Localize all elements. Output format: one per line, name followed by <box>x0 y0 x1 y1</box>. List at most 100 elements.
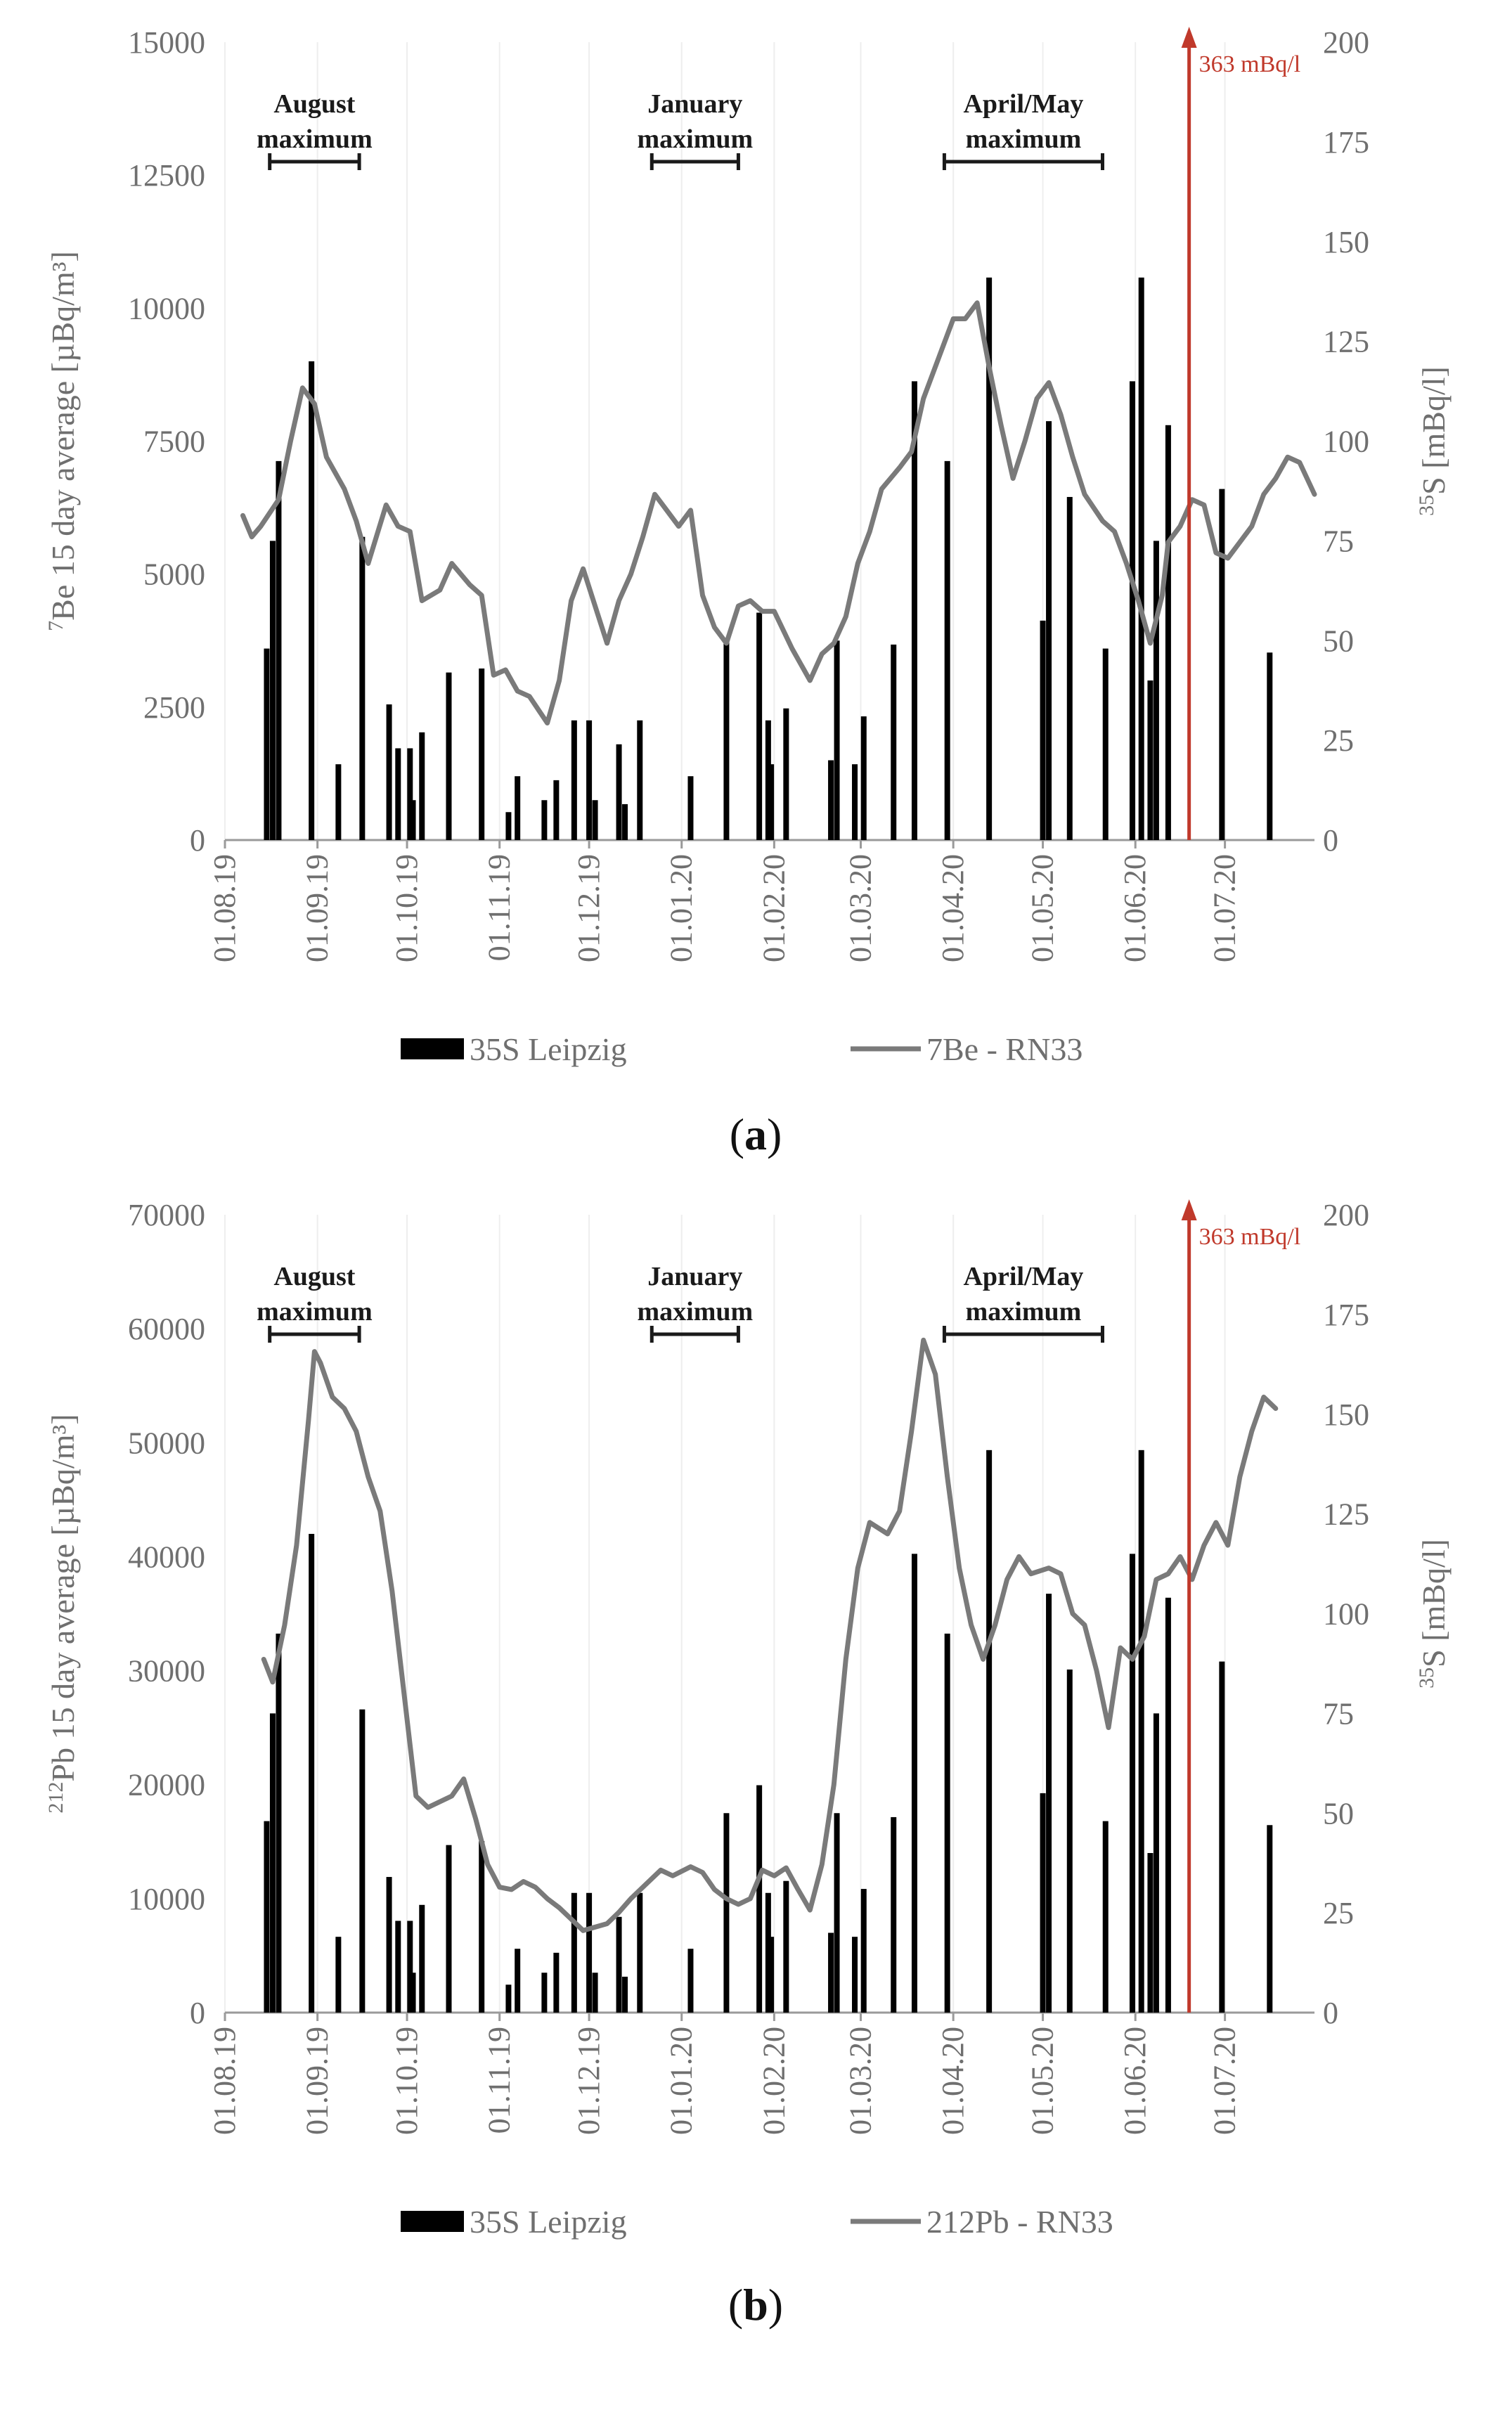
bar-35s <box>828 1932 834 2013</box>
right-tick-label: 75 <box>1323 524 1354 558</box>
x-tick-label: 01.12.19 <box>571 854 606 962</box>
x-tick-label: 01.01.20 <box>664 2027 699 2135</box>
left-tick-label: 7500 <box>143 425 205 459</box>
bar-35s <box>765 1892 771 2013</box>
legend-label-bars: 35S Leipzig <box>470 1031 627 1067</box>
right-axis-title: 35S [mBq/l] <box>1415 1539 1452 1689</box>
right-tick-label: 125 <box>1323 1497 1369 1532</box>
x-tick-label: 01.08.19 <box>207 2027 242 2135</box>
bar-35s <box>768 1937 775 2013</box>
right-axis-title: 35S [mBq/l] <box>1415 366 1452 516</box>
bar-35s <box>419 1904 425 2013</box>
bar-35s <box>571 720 577 840</box>
left-tick-label: 70000 <box>128 1198 205 1232</box>
x-tick-label: 01.05.20 <box>1026 854 1060 962</box>
bar-35s <box>756 612 763 840</box>
annotation-title: January <box>647 1262 742 1291</box>
bar-35s <box>269 1713 276 2013</box>
bar-35s <box>860 716 867 840</box>
panel-label: (a) <box>730 1109 782 1159</box>
bar-35s <box>1066 1669 1073 2013</box>
bar-35s <box>891 644 897 840</box>
bar-35s <box>637 1892 643 2013</box>
left-axis-title: 7Be 15 day average [µBq/m³] <box>44 251 82 631</box>
left-tick-label: 60000 <box>128 1312 205 1346</box>
legend-swatch-bar <box>401 2211 464 2232</box>
left-tick-label: 10000 <box>128 291 205 325</box>
left-tick-label: 0 <box>190 823 205 858</box>
left-tick-label: 40000 <box>128 1540 205 1574</box>
x-tick-label: 01.07.20 <box>1208 854 1242 962</box>
bar-35s <box>479 1840 485 2013</box>
bar-35s <box>834 1813 840 2013</box>
bar-35s <box>264 1821 270 2013</box>
x-tick-label: 01.04.20 <box>936 854 970 962</box>
bar-35s <box>586 1892 593 2013</box>
bar-35s <box>1040 620 1046 840</box>
x-tick-label: 01.08.19 <box>207 854 242 962</box>
chart-panel-b: 0 10000 20000 30000 40000 50000 60000 70000 0 25 5… <box>44 1198 1452 2330</box>
panel-label-letter: a <box>744 1109 767 1159</box>
bar-35s <box>756 1785 763 2013</box>
annotation-subtitle: maximum <box>966 124 1082 154</box>
bar-35s <box>541 1973 548 2013</box>
panel-label-open: ( <box>728 2280 743 2330</box>
bar-35s <box>860 1889 867 2013</box>
bar-35s <box>944 1633 950 2013</box>
bar-35s <box>616 1916 622 2013</box>
bar-35s <box>765 720 771 840</box>
legend: 35S Leipzig 212Pb - RN33 <box>401 2204 1113 2240</box>
bar-35s <box>723 640 730 840</box>
bar-35s <box>1165 425 1171 840</box>
x-tick-label: 01.03.20 <box>844 854 878 962</box>
annotation-subtitle: maximum <box>638 124 754 154</box>
bar-35s <box>479 668 485 840</box>
right-tick-label: 150 <box>1323 225 1369 259</box>
right-axis-title-text: S [mBq/l] <box>1416 1539 1452 1667</box>
x-tick-label: 01.04.20 <box>936 2027 970 2135</box>
bar-35s <box>592 1973 598 2013</box>
bar-35s <box>553 1952 560 2013</box>
bar-35s <box>891 1816 897 2013</box>
bar-35s <box>309 1534 315 2013</box>
bar-35s <box>1046 421 1052 840</box>
panel-label: (b) <box>728 2280 783 2330</box>
bar-35s <box>986 277 993 840</box>
bar-35s <box>1267 652 1273 840</box>
bar-35s <box>407 1921 413 2013</box>
bar-35s <box>1219 489 1225 840</box>
bar-35s <box>395 748 401 840</box>
bar-35s <box>1138 1450 1144 2013</box>
x-tick-label: 01.09.19 <box>300 854 335 962</box>
bar-35s <box>395 1921 401 2013</box>
bar-35s <box>637 720 643 840</box>
bar-35s <box>783 708 789 840</box>
right-tick-label: 0 <box>1323 1996 1338 2030</box>
x-tick-label: 01.03.20 <box>844 2027 878 2135</box>
annotation-title: January <box>647 89 742 119</box>
bar-35s <box>622 803 628 840</box>
right-tick-label: 25 <box>1323 1896 1354 1930</box>
bar-35s <box>553 780 560 840</box>
bar-35s <box>783 1880 789 2013</box>
right-tick-label: 100 <box>1323 1597 1369 1632</box>
bar-35s <box>505 1984 512 2013</box>
left-tick-label: 10000 <box>128 1882 205 1916</box>
legend-swatch-bar <box>401 1038 464 1059</box>
outlier-arrow-head <box>1181 1199 1197 1220</box>
x-tick-label: 01.07.20 <box>1208 2027 1242 2135</box>
bar-35s <box>592 800 598 840</box>
bar-35s <box>386 1877 392 2013</box>
x-tick-label: 01.05.20 <box>1026 2027 1060 2135</box>
bar-35s <box>386 704 392 840</box>
annotation-subtitle: maximum <box>966 1297 1082 1327</box>
annotation-title: April/May <box>963 1262 1083 1291</box>
bar-35s <box>1147 1853 1154 2013</box>
bar-35s <box>269 541 276 840</box>
x-tick-label: 01.06.20 <box>1118 2027 1152 2135</box>
x-tick-label: 01.09.19 <box>300 2027 335 2135</box>
x-tick-label: 01.02.20 <box>756 854 791 962</box>
line-series <box>261 1337 1279 1933</box>
annotation-title: August <box>273 1262 355 1291</box>
